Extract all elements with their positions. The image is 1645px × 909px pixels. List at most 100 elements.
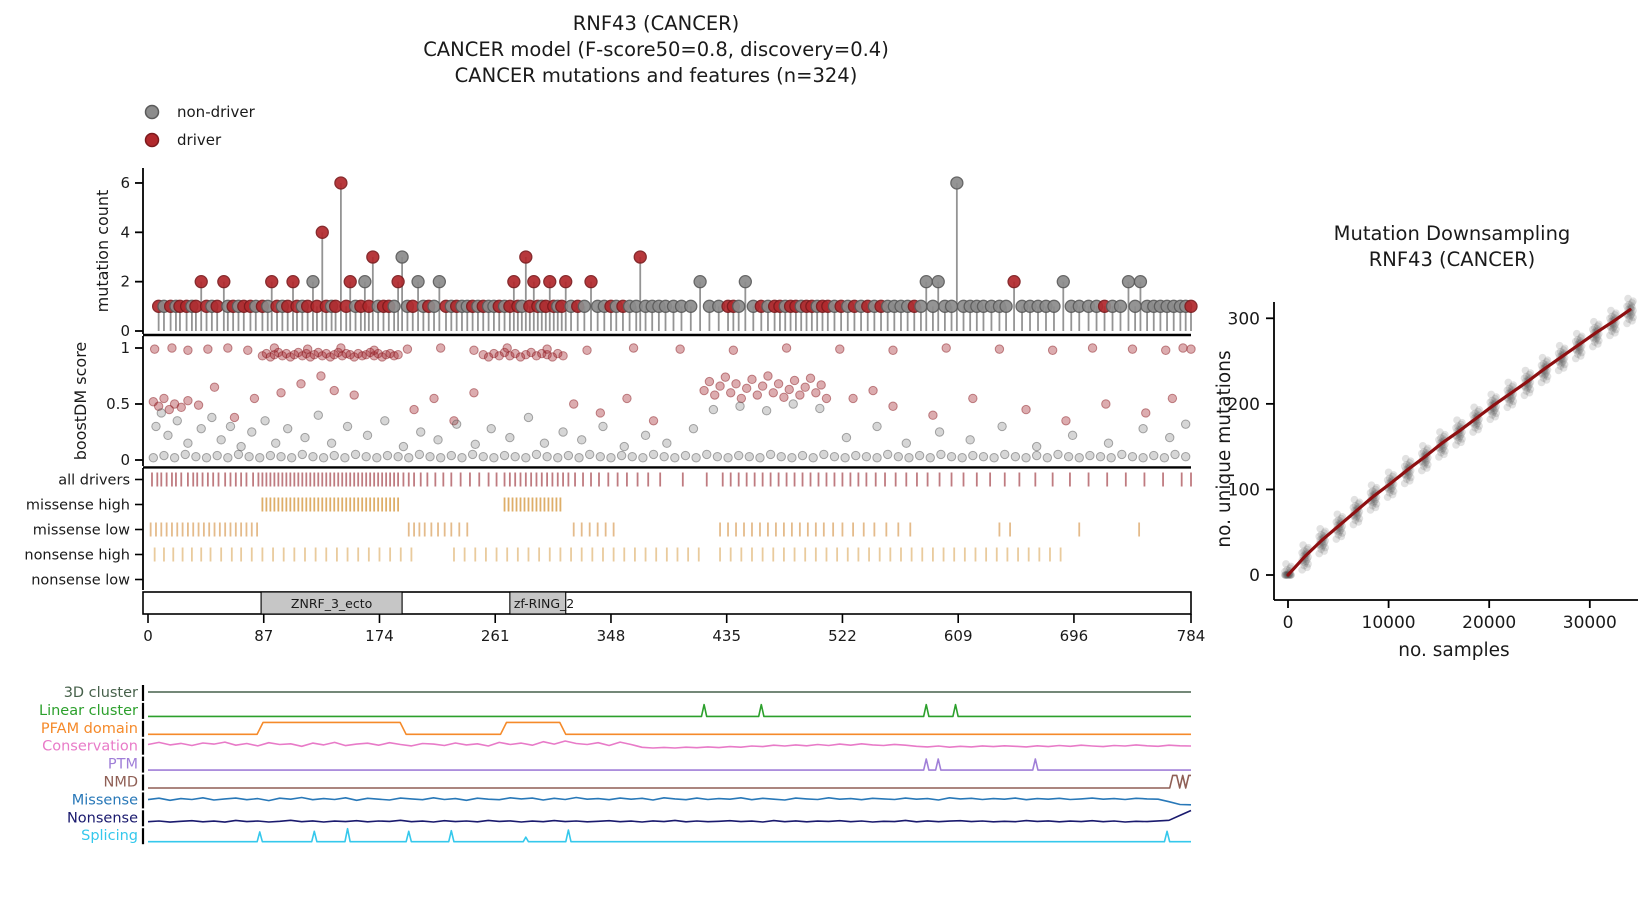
boostdm-nondriver-point <box>1149 450 1159 461</box>
boostdm-nondriver-point <box>829 451 840 462</box>
feature-line <box>148 721 1191 736</box>
boostdm-driver-point <box>167 343 177 353</box>
x-axis-tick-label: 174 <box>365 627 394 645</box>
boostdm-nondriver-point <box>840 453 850 463</box>
downsampling-sample-point <box>1420 447 1428 456</box>
boostdm-nondriver-point <box>207 412 217 423</box>
boostdm-nondriver-point <box>350 449 361 460</box>
boostdm-driver-point <box>409 404 419 415</box>
downsampling-sample-point <box>1369 499 1378 507</box>
boostdm-driver-point <box>515 352 526 362</box>
downsampling-sample-point <box>1576 352 1585 360</box>
boostdm-nondriver-point <box>904 453 914 463</box>
boostdm-nondriver-point <box>196 423 206 434</box>
downsampling-sample-point <box>1503 386 1512 394</box>
boostdm-nondriver-point <box>893 451 904 462</box>
boostdm-nondriver-point <box>627 451 637 462</box>
downsampling-sample-point <box>1387 484 1396 493</box>
x-axis-tick-label: 348 <box>597 627 626 645</box>
boostdm-nondriver-point <box>978 451 989 462</box>
boostdm-nondriver-point <box>733 450 744 461</box>
downsampling-sample-point <box>1439 444 1447 453</box>
downsampling-sample-point <box>1436 428 1444 436</box>
boostdm-nondriver-point <box>815 403 825 414</box>
boostdm-nondriver-point <box>1138 453 1148 463</box>
boostdm-nondriver-point <box>1170 449 1180 460</box>
driver-mutation-dot <box>527 275 541 289</box>
boostdm-nondriver-point <box>499 450 510 461</box>
downsampling-sample-point <box>1611 329 1619 337</box>
x-axis-tick-label: 784 <box>1177 627 1206 645</box>
downsampling-sample-point <box>1491 412 1500 421</box>
downsampling-sample-point <box>1612 325 1620 334</box>
boostdm-driver-point <box>994 344 1005 354</box>
boostdm-nondriver-point <box>342 421 353 432</box>
downsampling-sample-point <box>1469 428 1477 436</box>
downsampling-sample-point <box>1349 520 1358 529</box>
rug-row-label: missense low <box>33 523 130 539</box>
driver-mutation-dot <box>366 250 380 264</box>
downsampling-sample-point <box>1318 542 1327 551</box>
boostdm-driver-point <box>725 388 736 398</box>
downsampling-sample-point <box>1627 311 1635 319</box>
feature-row-label: Linear cluster <box>39 703 138 719</box>
boostdm-driver-point <box>276 388 286 398</box>
feature-row-label: Nonsense <box>67 810 138 826</box>
downsampling-sample-point <box>1595 336 1603 345</box>
boostdm-nondriver-point <box>470 439 480 450</box>
boostdm-driver-point <box>968 393 978 404</box>
boostdm-driver-point <box>1127 344 1138 354</box>
boostdm-driver-point <box>502 343 512 353</box>
downsampling-sample-point <box>1355 498 1364 507</box>
feature-row-label: Missense <box>72 792 138 808</box>
non-driver-mutation-dot <box>919 275 933 289</box>
driver-mutation-dot <box>633 250 647 264</box>
boostdm-driver-point <box>704 376 715 387</box>
downsampling-sample-point <box>1366 489 1375 497</box>
driver-mutation-dot <box>543 275 557 289</box>
downsampling-sample-point <box>1537 361 1546 370</box>
boostdm-nondriver-point <box>531 449 542 460</box>
downsampling-sample-point <box>1454 436 1462 445</box>
downsampling-sample-point <box>1607 306 1615 315</box>
downsampling-sample-point <box>1488 396 1497 405</box>
driver-mutation-dot <box>391 275 405 289</box>
boostdm-nondriver-point <box>723 453 733 463</box>
boostdm-driver-point <box>483 352 494 362</box>
downsampling-sample-point <box>1353 512 1362 520</box>
boostdm-nondriver-point <box>662 438 672 448</box>
boostdm-driver-point <box>1167 393 1178 404</box>
non-driver-mutation-dot <box>926 299 940 313</box>
driver-legend-dot-icon <box>144 132 160 148</box>
boostdm-nondriver-point <box>183 438 193 448</box>
boostdm-driver-point <box>547 352 558 362</box>
downsampling-sample-point <box>1389 487 1398 495</box>
boostdm-nondriver-point <box>212 450 222 461</box>
boostdm-driver-point <box>805 373 816 383</box>
boostdm-driver-point <box>243 345 253 355</box>
downsampling-sample-point <box>1456 432 1464 441</box>
downsampling-plot: 0 100 200 300 0 10000 20000 30000 <box>1228 294 1638 633</box>
boostdm-nondriver-point <box>946 451 957 462</box>
downsampling-sample-point <box>1400 462 1409 471</box>
boostdm-nondriver-point <box>872 421 882 432</box>
downsampling-sample-point <box>1317 530 1326 539</box>
domain-box <box>509 591 567 615</box>
boostdm-nondriver-point <box>1042 453 1053 463</box>
non-driver-legend-dot-icon <box>144 104 160 120</box>
downsampling-sample-point <box>1507 394 1516 403</box>
downsampling-sample-point <box>1594 322 1602 330</box>
boostdm-driver-point <box>811 388 821 398</box>
boostdm-plot-y-label: boostDM score <box>71 342 90 461</box>
downsampling-sample-point <box>1540 371 1549 380</box>
boostdm-nondriver-point <box>523 412 534 423</box>
downsampling-sample-point <box>1453 416 1461 424</box>
downsampling-title-line-2: RNF43 (CANCER) <box>1369 248 1536 271</box>
domain-label: ZNRF_3_ecto <box>291 596 372 611</box>
rug-row-label: all drivers <box>58 473 130 489</box>
rug-row-label: nonsense high <box>24 548 130 564</box>
downsampling-sample-point <box>1506 396 1515 405</box>
boostdm-nondriver-point <box>201 453 212 463</box>
boostdm-nondriver-point <box>1074 453 1084 463</box>
downsampling-sample-point <box>1334 516 1343 525</box>
